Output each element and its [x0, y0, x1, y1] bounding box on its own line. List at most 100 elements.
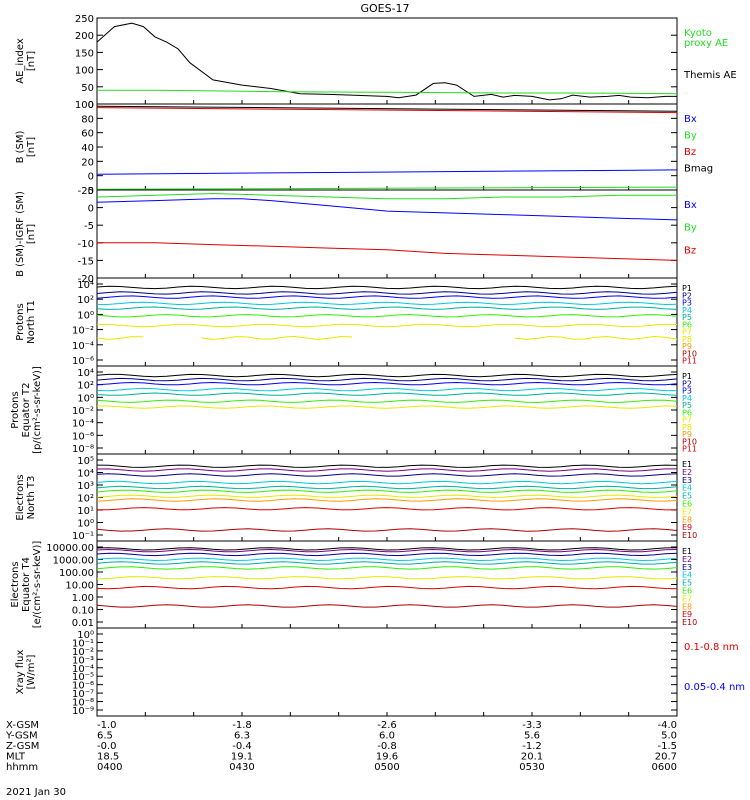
y-tick-label: 10⁻⁴ — [72, 419, 94, 430]
x-axis-value: 19.6 — [376, 752, 398, 763]
y-tick-label: 200 — [75, 31, 94, 42]
y-tick-label: 60 — [81, 129, 94, 140]
legend-entry: Bx — [684, 114, 697, 125]
panel-db: -20 -15 -10 -5 0 5 B (SM)-IGRF (SM)[nT] Bx By Bz — [15, 186, 697, 285]
legend-entry: P8 — [682, 423, 692, 432]
y-tick-label: -5 — [84, 221, 94, 232]
legend-entry: E2 — [682, 555, 692, 564]
y-tick-label: 10.00 — [65, 581, 94, 592]
series-line — [96, 291, 678, 295]
x-axis-value: -1.8 — [232, 720, 252, 731]
x-axis-value: -2.6 — [377, 720, 397, 731]
series-line — [96, 547, 678, 551]
legend-entry: E4 — [682, 484, 692, 493]
y-tick-label: 150 — [75, 48, 94, 59]
x-axis-value: -1.0 — [97, 720, 117, 731]
y-tick-label: 10⁻¹ — [72, 531, 94, 542]
legend-entry: E7 — [682, 594, 692, 603]
legend-entry: P1 — [682, 372, 692, 381]
series-line — [96, 464, 678, 468]
series-line — [96, 306, 678, 310]
series-line — [96, 557, 678, 562]
y-tick-label: 10⁻⁷ — [72, 689, 94, 700]
legend-entry: P7 — [682, 416, 692, 425]
y-axis-label-line: [e/(cm²-s-sr-keV)] — [32, 541, 43, 629]
series-line — [96, 548, 678, 553]
y-axis-label-line: B (SM) — [15, 130, 26, 163]
y-axis-label-line: B (SM)-IGRF (SM) — [15, 191, 26, 277]
legend-entry: P3 — [682, 387, 692, 396]
y-axis-label-line: [nT] — [26, 137, 37, 157]
y-axis-label-line: [p/(cm²-s-sr-keV)] — [32, 366, 43, 454]
x-row-label: X-GSM — [6, 720, 39, 731]
panel-b: -20 0 20 40 60 80 100 B (SM)[nT] Bx By Bz Bmag — [15, 100, 713, 197]
legend-entry: P3 — [682, 299, 692, 308]
x-axis-value: 0600 — [652, 762, 677, 773]
y-tick-label: 20 — [81, 157, 94, 168]
series-line — [96, 377, 678, 382]
series-line — [96, 107, 678, 114]
y-tick-label: 10⁰ — [77, 310, 94, 321]
y-tick-label: 250 — [75, 14, 94, 25]
x-axis-value: -1.5 — [657, 741, 677, 752]
series-line — [96, 528, 678, 532]
legend-entry: P11 — [682, 357, 697, 366]
panel-p1: 10⁴ 10² 10⁰ 10⁻² 10⁻⁴ 10⁻⁶ ProtonsNorth T1 P1P2… — [15, 277, 697, 367]
x-axis-value: 6.5 — [97, 731, 113, 742]
series-line — [96, 576, 678, 580]
x-axis-value: 19.1 — [231, 752, 253, 763]
series-line — [96, 494, 678, 498]
y-tick-label: 10⁴ — [77, 368, 94, 379]
y-tick-label: 40 — [81, 143, 94, 154]
legend-entry: P11 — [682, 445, 697, 454]
y-axis-label-line: [nT] — [26, 224, 37, 244]
series-line — [96, 604, 678, 608]
x-axis-value: 20.1 — [521, 752, 543, 763]
y-tick-label: 0.10 — [72, 606, 94, 617]
y-tick-label: 10⁻⁹ — [72, 706, 94, 717]
y-tick-label: 0 — [88, 172, 94, 183]
series-line — [96, 301, 678, 306]
x-axis-value: 5.6 — [524, 731, 540, 742]
y-tick-label: 10⁻² — [72, 647, 94, 658]
series-line — [96, 169, 678, 175]
x-axis-value: -0.4 — [232, 741, 252, 752]
legend-entry: E8 — [682, 602, 692, 611]
series-line — [96, 381, 678, 386]
legend-entry: E1 — [682, 460, 692, 469]
series-line — [96, 392, 678, 396]
y-axis-label: ElectronsNorth T3 — [15, 474, 37, 520]
series-line — [96, 480, 678, 485]
x-axis-value: 5.0 — [661, 731, 677, 742]
legend-entry: E5 — [682, 492, 692, 501]
y-axis-label: ProtonsNorth T1 — [15, 300, 37, 344]
date-label: 2021 Jan 30 — [6, 787, 66, 798]
series-line — [514, 335, 678, 340]
y-tick-label: 10000.00 — [46, 543, 94, 554]
y-tick-label: 10⁻² — [72, 326, 94, 337]
series-line — [96, 585, 678, 590]
series-line — [96, 105, 678, 112]
y-tick-label: 10⁻⁸ — [72, 698, 94, 709]
x-axis-value: -3.3 — [522, 720, 542, 731]
legend-entry: Bx — [684, 200, 697, 211]
x-axis-value: 20.7 — [655, 752, 677, 763]
legend-entry: E9 — [682, 523, 692, 532]
x-axis-value: 0500 — [374, 762, 399, 773]
legend-entry: P2 — [682, 379, 692, 388]
y-tick-label: 10⁻⁸ — [72, 444, 94, 455]
legend-entry: P5 — [682, 401, 692, 410]
y-tick-label: 10⁻⁶ — [72, 356, 94, 367]
y-axis-label: AE_index[nT] — [15, 38, 37, 84]
series-line — [96, 387, 677, 392]
y-tick-label: 10⁰ — [77, 393, 94, 404]
series-line — [96, 373, 678, 378]
series-line — [96, 552, 678, 557]
y-tick-label: 10⁻⁴ — [72, 664, 94, 675]
y-tick-label: 10⁻⁴ — [72, 341, 94, 352]
series-line — [96, 473, 678, 477]
